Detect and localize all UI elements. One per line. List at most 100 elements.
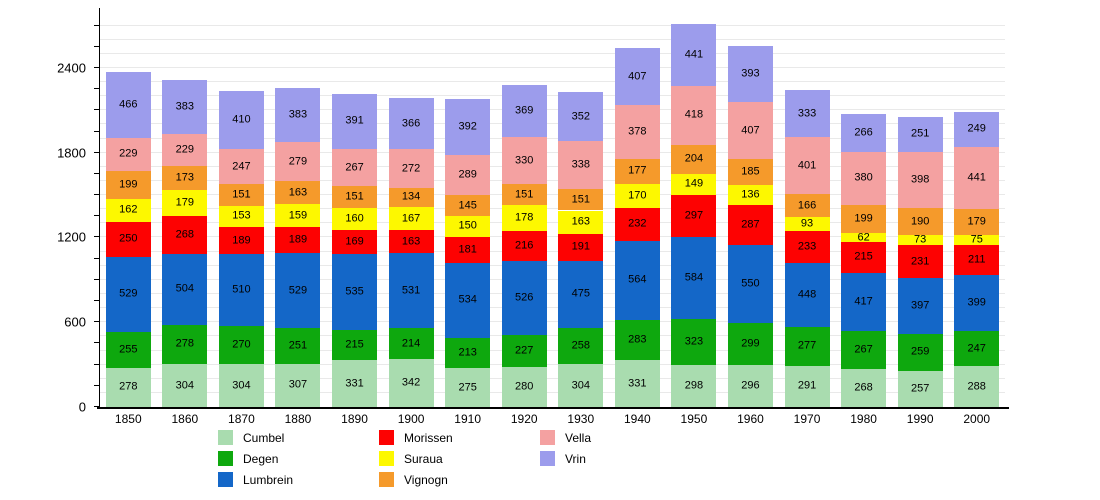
y-axis-tick [94, 321, 100, 323]
segment-degen-1990: 259 [897, 334, 943, 371]
segment-morissen-1910: 181 [445, 237, 491, 263]
segment-suraua-1890: 160 [332, 207, 378, 231]
segment-suraua-1920: 178 [501, 205, 547, 231]
segment-cumbel-2000: 288 [954, 366, 1000, 407]
segment-value: 185 [741, 165, 760, 178]
segment-value: 550 [741, 277, 760, 290]
segment-degen-1920: 227 [501, 335, 547, 368]
legend-label: Lumbrein [243, 472, 294, 487]
segment-suraua-1940: 170 [614, 183, 660, 208]
segment-value: 291 [797, 379, 817, 392]
segment-vrin-1920: 369 [501, 85, 547, 138]
legend-swatch-lumbrein [218, 472, 233, 487]
segment-value: 283 [628, 333, 647, 346]
segment-morissen-1860: 268 [162, 215, 208, 254]
gridline [100, 179, 1005, 181]
segment-lumbrein-1970: 448 [784, 263, 830, 327]
segment-vignogn-1900: 134 [388, 187, 434, 207]
x-axis-line [97, 407, 1009, 409]
segment-value: 151 [232, 188, 251, 201]
segment-value: 255 [119, 343, 138, 356]
segment-morissen-1870: 189 [218, 227, 264, 254]
bar-1900: 342 214 531 163 167 134 272 366 [388, 97, 434, 407]
gridline [100, 24, 1005, 26]
legend-swatch-suraua [379, 451, 394, 466]
gridline [100, 52, 1005, 54]
gridline [100, 321, 1005, 323]
legend-label: Vella [565, 430, 592, 445]
segment-value: 323 [684, 335, 704, 348]
segment-value: 417 [854, 295, 873, 308]
segment-value: 410 [232, 113, 251, 126]
segment-degen-2000: 247 [954, 331, 1000, 367]
segment-value: 331 [628, 377, 647, 390]
segment-degen-1970: 277 [784, 326, 830, 366]
segment-value: 534 [458, 293, 477, 306]
segment-morissen-1920: 216 [501, 230, 547, 262]
segment-vignogn-1860: 173 [162, 165, 208, 191]
segment-value: 529 [288, 284, 308, 297]
x-axis-year-label: 1880 [284, 412, 312, 426]
segment-value: 397 [910, 299, 930, 312]
segment-vella-1980: 380 [841, 151, 887, 206]
segment-degen-1870: 270 [218, 325, 264, 365]
segment-morissen-1950: 297 [671, 194, 717, 237]
gridline [100, 335, 1005, 337]
segment-morissen-2000: 211 [954, 245, 1000, 276]
y-axis-tick [94, 151, 100, 153]
segment-value: 270 [232, 338, 251, 351]
segment-value: 383 [175, 100, 195, 113]
segment-value: 275 [458, 381, 477, 394]
segment-vella-1900: 272 [388, 149, 434, 188]
segment-vrin-1860: 383 [162, 79, 208, 134]
segment-value: 173 [175, 171, 195, 184]
segment-value: 169 [345, 235, 364, 248]
segment-value: 366 [401, 117, 421, 130]
segment-vella-1880: 279 [275, 141, 321, 182]
segment-degen-1960: 299 [727, 322, 773, 366]
segment-value: 280 [515, 380, 534, 393]
legend-swatch-vella [540, 430, 555, 445]
x-axis-year-label: 1980 [850, 412, 877, 426]
segment-lumbrein-1950: 584 [671, 236, 717, 320]
segment-suraua-1910: 150 [445, 215, 491, 238]
segment-value: 564 [628, 273, 647, 286]
segment-value: 160 [345, 212, 364, 225]
segment-value: 166 [797, 199, 817, 212]
segment-value: 399 [967, 296, 986, 309]
segment-value: 278 [175, 337, 195, 350]
segment-value: 163 [288, 186, 308, 199]
segment-value: 398 [910, 173, 930, 186]
legend-label: Morissen [404, 430, 453, 445]
segment-morissen-1900: 163 [388, 230, 434, 254]
bar-1910: 275 213 534 181 150 145 289 392 [445, 99, 491, 407]
segment-value: 504 [175, 282, 195, 295]
segment-value: 213 [458, 346, 477, 359]
segment-morissen-1980: 215 [841, 242, 887, 273]
x-axis-year-label: 1890 [341, 412, 368, 426]
segment-value: 535 [345, 285, 364, 298]
bar-1890: 331 215 535 169 160 151 267 391 [332, 93, 378, 407]
segment-value: 448 [797, 288, 817, 301]
y-axis-tick [94, 406, 100, 407]
gridline [100, 165, 1005, 167]
x-axis-year-label: 1870 [228, 412, 255, 426]
segment-value: 338 [571, 158, 590, 171]
segment-lumbrein-2000: 399 [954, 275, 1000, 332]
segment-suraua-2000: 75 [954, 234, 1000, 246]
segment-value: 257 [910, 382, 930, 395]
segment-value: 272 [401, 162, 421, 175]
x-axis-year-label: 1860 [171, 412, 199, 426]
segment-value: 267 [345, 161, 364, 174]
gridline [100, 38, 1005, 40]
y-axis-tick [94, 363, 100, 365]
segment-suraua-1900: 167 [388, 206, 434, 231]
bar-1960: 296 299 550 287 136 185 407 393 [727, 46, 773, 407]
segment-value: 215 [854, 250, 873, 263]
segment-value: 277 [797, 339, 817, 352]
segment-value: 249 [967, 122, 986, 135]
segment-cumbel-1890: 331 [332, 360, 378, 407]
segment-vignogn-1850: 199 [105, 170, 151, 199]
segment-value: 333 [797, 107, 817, 120]
segment-suraua-1990: 73 [897, 234, 943, 246]
